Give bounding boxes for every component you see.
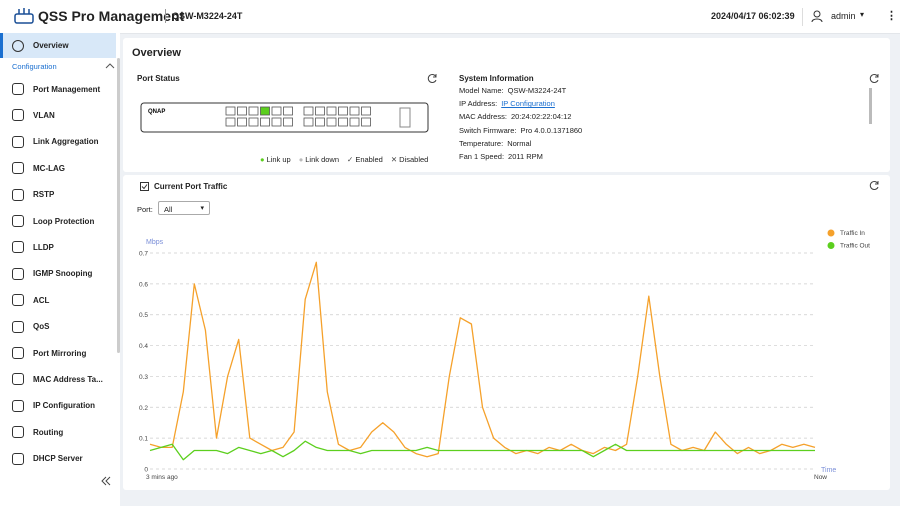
legend-label: Traffic Out [840, 243, 870, 250]
x-tick-label: 3 mins ago [146, 474, 178, 481]
y-tick-label: 0.6 [139, 281, 148, 288]
legend-marker [828, 242, 835, 249]
line-series [150, 262, 815, 456]
x-axis-label: Time [821, 467, 836, 474]
y-tick-label: 0.3 [139, 374, 148, 381]
y-tick-label: 0.5 [139, 312, 148, 319]
legend-marker [828, 230, 835, 237]
y-tick-label: 0.7 [139, 251, 148, 258]
x-tick-label: Now [814, 474, 827, 481]
y-tick-label: 0.1 [139, 436, 148, 443]
y-axis-label: Mbps [146, 239, 164, 246]
y-tick-label: 0 [144, 467, 148, 474]
y-tick-label: 0.2 [139, 405, 148, 412]
legend-label: Traffic In [840, 230, 865, 237]
y-tick-label: 0.4 [139, 343, 148, 350]
line-series [150, 441, 815, 460]
